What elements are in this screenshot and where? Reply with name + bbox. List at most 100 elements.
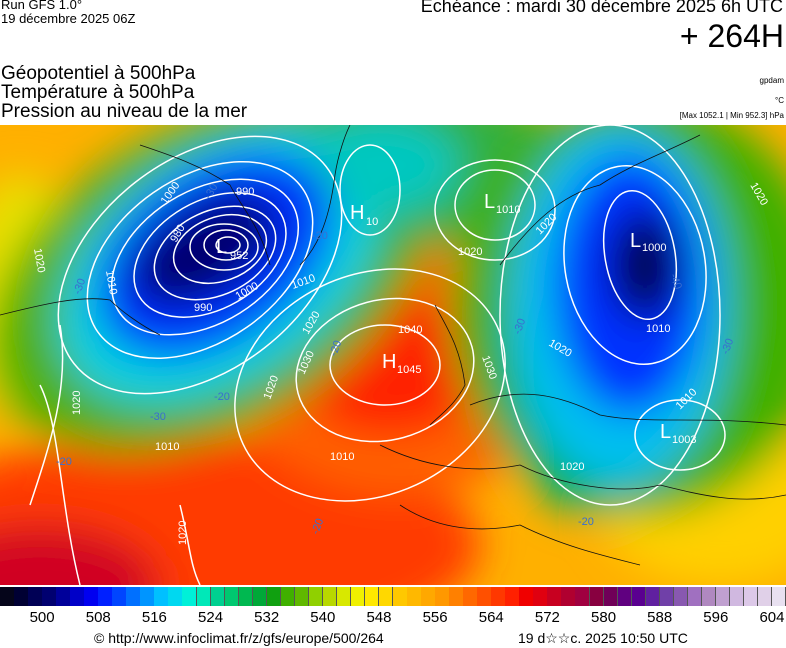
pressure-range: [Max 1052.1 | Min 952.3] hPa xyxy=(679,111,784,120)
isobar-label: 1010 xyxy=(103,269,119,295)
temperature-label: -20 xyxy=(56,456,72,468)
high-center-label: H xyxy=(382,351,396,373)
color-scale-tick: 500 xyxy=(29,609,55,626)
temperature-label: -30 xyxy=(512,317,529,336)
temperature-labels: -30 -30 -30 -20 -20 -20 -20 -30 -40 -20 … xyxy=(56,182,736,536)
color-scale-cell xyxy=(126,587,141,606)
color-scale-cell xyxy=(729,587,745,606)
color-scale-cell xyxy=(140,587,155,606)
color-scale-cell xyxy=(631,587,647,606)
low-center-value: 1010 xyxy=(496,204,520,216)
color-scale-tick: 524 xyxy=(198,609,224,626)
temperature-label: -20 xyxy=(310,517,327,536)
color-scale-cell xyxy=(617,587,633,606)
color-scale-cell xyxy=(575,587,590,606)
coastlines xyxy=(0,125,786,566)
color-scale-cell xyxy=(603,587,619,606)
high-center-label: H xyxy=(350,202,364,224)
color-scale-cell xyxy=(196,587,212,606)
isobar-label: 1010 xyxy=(330,451,354,463)
source-credit: © http://www.infoclimat.fr/z/gfs/europe/… xyxy=(94,630,384,646)
color-scale-cell xyxy=(210,587,226,606)
isobars xyxy=(29,125,726,585)
color-scale-cell xyxy=(491,587,506,606)
isobar-label: 990 xyxy=(236,186,254,198)
color-scale-cell xyxy=(308,587,324,606)
temperature-label: -20 xyxy=(578,516,594,528)
isobar-label: 1010 xyxy=(155,441,179,453)
low-center-label: L xyxy=(660,421,671,443)
temperature-label: -20 xyxy=(214,391,230,403)
isobar-label: 1020 xyxy=(71,391,83,415)
temperature-label: -40 xyxy=(667,272,684,291)
low-center-value: 952 xyxy=(230,250,248,262)
color-scale-tick: 572 xyxy=(534,609,560,626)
color-scale-cell xyxy=(435,587,450,606)
temperature-label: -20 xyxy=(312,230,328,242)
weather-map: L 952 H 10 L 1010 L 1000 H 1045 L 1003 1… xyxy=(0,125,786,585)
title-temperature: Température à 500hPa xyxy=(1,82,195,103)
color-scale-cell xyxy=(28,587,43,606)
isobar-label: 1010 xyxy=(646,323,670,335)
color-scale-tick: 516 xyxy=(141,609,167,626)
color-scale-cell xyxy=(336,587,352,606)
temperature-label: -30 xyxy=(72,277,89,296)
color-scale-cell xyxy=(350,587,366,606)
color-scale-cell xyxy=(266,587,282,606)
geopotential-field xyxy=(0,125,786,585)
temperature-label: -30 xyxy=(720,337,737,356)
color-scale-cell xyxy=(0,587,15,606)
color-scale-cell xyxy=(463,587,478,606)
color-scale-cell xyxy=(393,587,408,606)
color-scale-cell xyxy=(42,587,57,606)
color-scale-cell xyxy=(84,587,99,606)
unit-temperature: °C xyxy=(775,96,784,105)
color-scale-tick: 540 xyxy=(310,609,336,626)
low-center-label: L xyxy=(484,191,495,213)
forecast-horizon: + 264H xyxy=(679,18,784,54)
color-scale-cell xyxy=(294,587,310,606)
color-scale-tick: 596 xyxy=(703,609,729,626)
color-scale-cell xyxy=(533,587,548,606)
run-date: 19 décembre 2025 06Z xyxy=(1,11,136,26)
color-scale-cell xyxy=(14,587,29,606)
temperature-label: -20 xyxy=(328,339,345,358)
color-scale-cell xyxy=(280,587,296,606)
color-scale-tick: 532 xyxy=(254,609,280,626)
color-scale-cell xyxy=(519,587,534,606)
color-scale-cell xyxy=(407,587,422,606)
title-geopotential: Géopotentiel à 500hPa xyxy=(1,63,196,84)
pressure-centers: L 952 H 10 L 1010 L 1000 H 1045 L 1003 xyxy=(216,191,696,446)
color-scale-cell xyxy=(505,587,520,606)
color-scale-cell xyxy=(477,587,492,606)
color-scale-cell xyxy=(589,587,605,606)
forecast-valid-time: Echéance : mardi 30 décembre 2025 6h UTC xyxy=(420,0,783,16)
color-scale-tick: 556 xyxy=(422,609,448,626)
color-scale-cell xyxy=(687,587,703,606)
unit-geopotential: gpdam xyxy=(759,76,784,85)
color-scale-cell xyxy=(715,587,731,606)
color-scale-cell xyxy=(645,587,661,606)
color-scale-cell xyxy=(98,587,113,606)
isobar-label: 990 xyxy=(194,302,212,314)
color-scale-cell xyxy=(238,587,254,606)
color-scale-cell xyxy=(449,587,464,606)
high-center-value: 1045 xyxy=(397,364,421,376)
color-scale-cell xyxy=(70,587,85,606)
generation-timestamp: 19 d☆☆c. 2025 10:50 UTC xyxy=(518,630,688,646)
temperature-label: -30 xyxy=(150,411,166,423)
color-scale-cell xyxy=(757,587,773,606)
color-scale-cell xyxy=(224,587,240,606)
isobar-label: 1020 xyxy=(458,246,482,258)
high-center-value: 10 xyxy=(366,216,378,228)
color-scale-cell xyxy=(182,587,197,606)
color-scale-cell xyxy=(364,587,380,606)
color-scale-tick: 508 xyxy=(85,609,111,626)
color-scale-cell xyxy=(743,587,759,606)
low-center-label: L xyxy=(630,230,641,252)
isobar-label: 1020 xyxy=(177,521,189,545)
title-pressure: Pression au niveau de la mer xyxy=(1,101,248,122)
color-scale-tick: 588 xyxy=(647,609,673,626)
low-center-label: L xyxy=(216,236,227,258)
color-scale-cell xyxy=(56,587,71,606)
